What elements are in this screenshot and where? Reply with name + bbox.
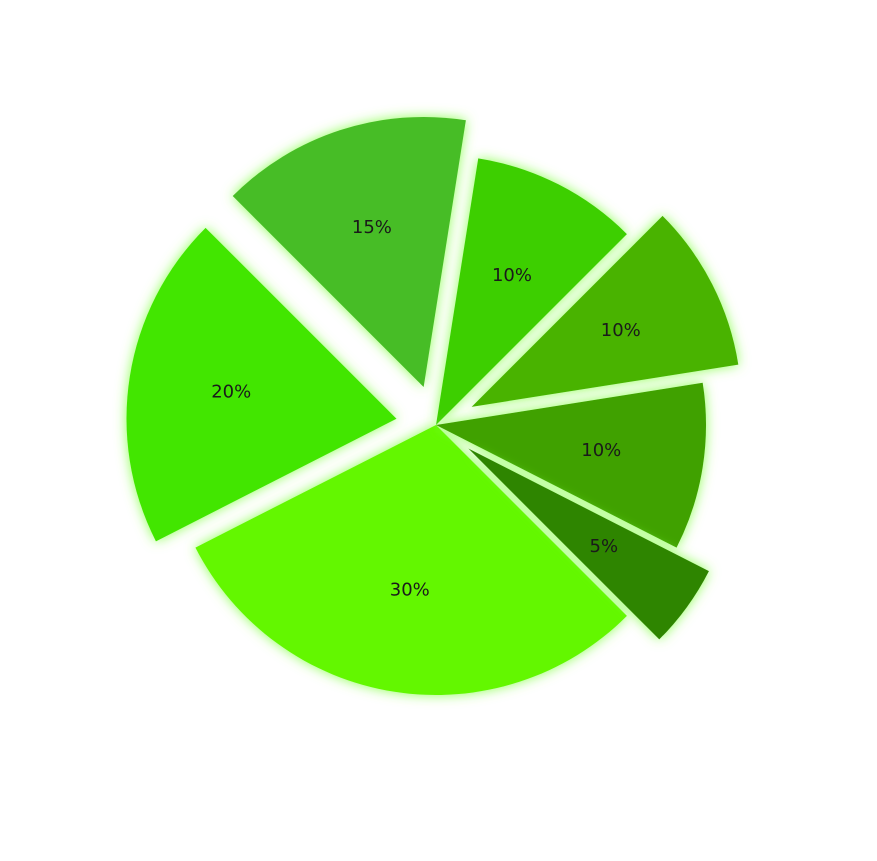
pie-slice-7 xyxy=(468,448,709,640)
pie-slice-label-1: 30% xyxy=(390,579,430,600)
pie-slice-6 xyxy=(436,382,706,548)
pie-slice-label-5: 10% xyxy=(601,320,641,341)
pie-slice-label-3: 15% xyxy=(352,217,392,238)
pie-slice-4 xyxy=(436,158,627,425)
pie-slice-label-6: 10% xyxy=(581,440,621,461)
pie-labels: 30% 20% 15% 10% 10% 10% 5% xyxy=(211,217,641,600)
pie-slice-1 xyxy=(195,425,627,695)
pie-slice-label-2: 20% xyxy=(211,382,251,403)
pie-slice-label-4: 10% xyxy=(492,265,532,286)
pie-slice-label-7: 5% xyxy=(590,536,619,557)
pie-slices xyxy=(126,116,739,695)
pie-slice-5 xyxy=(471,215,739,407)
pie-slice-3 xyxy=(232,116,466,387)
pie-slice-2 xyxy=(126,227,397,542)
